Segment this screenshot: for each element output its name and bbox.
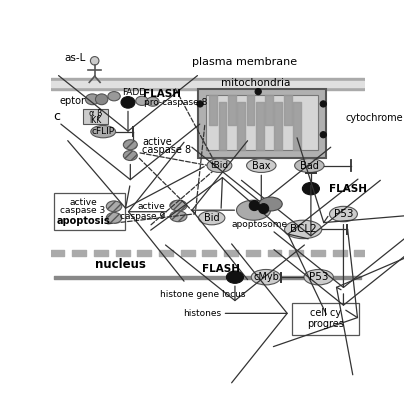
Text: active: active (142, 137, 172, 147)
Text: caspase 9: caspase 9 (120, 212, 165, 221)
Text: Bad: Bad (300, 160, 319, 170)
Ellipse shape (226, 271, 244, 283)
Text: apoptosis: apoptosis (56, 216, 110, 226)
FancyBboxPatch shape (206, 95, 318, 150)
Ellipse shape (198, 211, 225, 225)
Ellipse shape (304, 269, 333, 285)
Text: histones: histones (183, 309, 221, 318)
Text: active: active (69, 198, 97, 207)
Text: cFLIP: cFLIP (92, 127, 115, 136)
Ellipse shape (170, 200, 187, 211)
Text: Bax: Bax (252, 160, 271, 170)
Text: apoptosome: apoptosome (231, 219, 288, 229)
Text: mitochondria: mitochondria (221, 78, 290, 88)
Text: FLASH: FLASH (143, 89, 181, 99)
Text: IKK: IKK (89, 116, 101, 124)
Text: c: c (54, 110, 61, 123)
Text: FLASH: FLASH (202, 264, 240, 274)
Text: α β: α β (89, 109, 102, 118)
Ellipse shape (236, 200, 271, 220)
Ellipse shape (136, 96, 148, 105)
FancyBboxPatch shape (83, 109, 108, 124)
Ellipse shape (85, 94, 99, 105)
Text: caspase 8: caspase 8 (142, 145, 191, 155)
Text: BCL2: BCL2 (290, 225, 316, 234)
Text: progres: progres (307, 319, 344, 329)
Ellipse shape (197, 101, 203, 107)
Ellipse shape (91, 126, 116, 138)
Ellipse shape (95, 94, 108, 105)
Ellipse shape (320, 132, 326, 138)
Text: caspase 3: caspase 3 (61, 206, 106, 215)
Ellipse shape (251, 269, 281, 285)
Ellipse shape (147, 97, 159, 106)
Ellipse shape (123, 140, 137, 150)
Ellipse shape (106, 201, 122, 212)
Text: eptor: eptor (60, 96, 86, 106)
Text: tBid: tBid (210, 161, 229, 170)
Ellipse shape (320, 101, 326, 107)
Ellipse shape (246, 159, 276, 173)
Ellipse shape (302, 183, 320, 195)
Text: histone gene locus: histone gene locus (160, 290, 245, 299)
Ellipse shape (249, 200, 259, 210)
Ellipse shape (330, 206, 358, 222)
Text: Bid: Bid (204, 213, 219, 223)
Ellipse shape (284, 220, 322, 239)
Ellipse shape (123, 151, 137, 160)
Text: plasma membrane: plasma membrane (191, 57, 297, 67)
Text: cell cy: cell cy (310, 308, 341, 318)
Text: pro-caspase 8: pro-caspase 8 (143, 98, 207, 107)
Ellipse shape (108, 92, 120, 101)
Text: FADD: FADD (122, 88, 146, 97)
Ellipse shape (207, 159, 232, 173)
Ellipse shape (106, 213, 122, 223)
Ellipse shape (255, 88, 261, 95)
Ellipse shape (259, 204, 269, 214)
Text: P53: P53 (334, 209, 353, 219)
Text: cytochrome: cytochrome (345, 113, 403, 123)
Ellipse shape (121, 97, 135, 108)
Text: active: active (137, 202, 165, 211)
Text: P53: P53 (309, 272, 328, 282)
Ellipse shape (295, 159, 324, 173)
Ellipse shape (259, 197, 282, 211)
Text: cMyb: cMyb (253, 272, 279, 282)
Text: nucleus: nucleus (95, 258, 146, 271)
Text: FLASH: FLASH (330, 184, 368, 194)
FancyBboxPatch shape (198, 88, 326, 158)
FancyBboxPatch shape (54, 193, 125, 230)
Ellipse shape (170, 211, 187, 222)
FancyBboxPatch shape (292, 303, 359, 335)
Text: as-L: as-L (65, 53, 86, 63)
Ellipse shape (90, 57, 99, 65)
